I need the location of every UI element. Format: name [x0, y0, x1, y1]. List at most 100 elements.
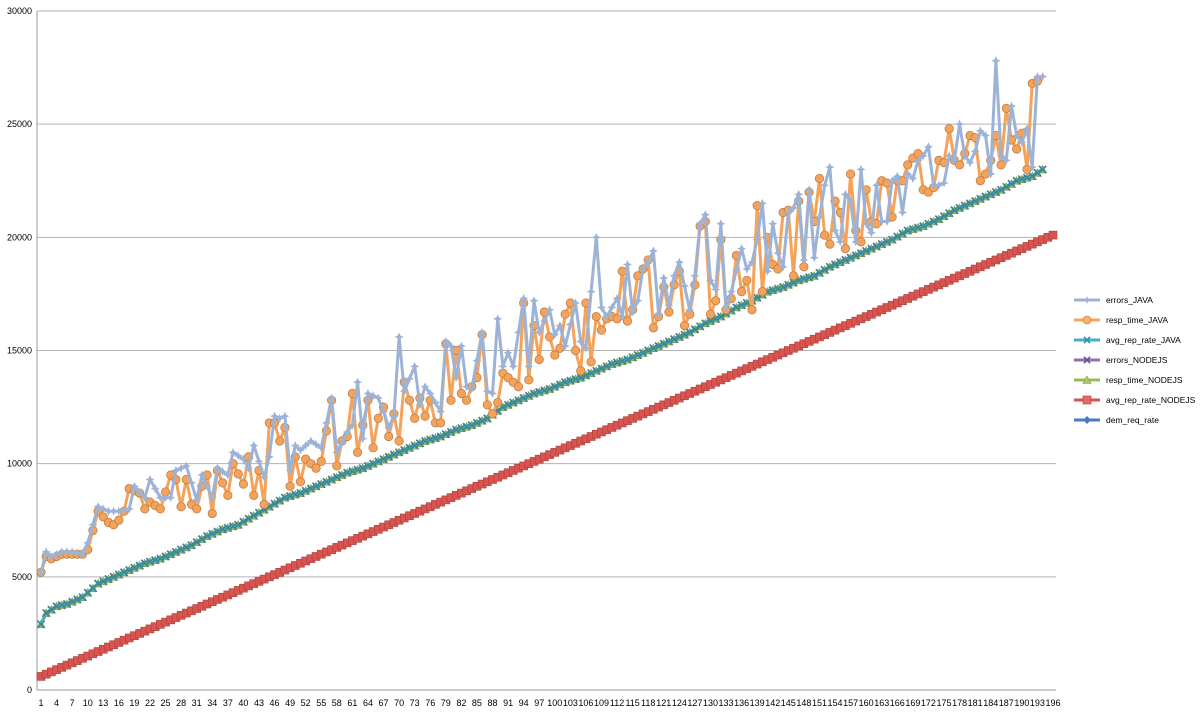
data-point — [103, 506, 113, 516]
data-point — [332, 447, 342, 457]
data-point — [347, 420, 357, 430]
data-point — [596, 325, 607, 335]
data-point — [181, 461, 191, 471]
data-point — [981, 130, 991, 140]
data-point — [238, 479, 248, 489]
data-point — [467, 421, 476, 430]
data-point — [732, 303, 741, 312]
data-point — [295, 445, 305, 455]
data-point — [1033, 168, 1042, 177]
data-point — [1022, 124, 1032, 134]
x-tick-label: 1 — [38, 698, 43, 708]
data-point — [976, 194, 985, 203]
data-point — [519, 293, 529, 303]
legend-swatch-resp-time-java — [1074, 315, 1100, 325]
data-point — [177, 545, 186, 554]
data-point — [737, 301, 746, 310]
data-point — [596, 302, 606, 312]
data-point — [249, 490, 259, 500]
x-tick-label: 172 — [921, 698, 936, 708]
data-point — [88, 520, 98, 530]
data-point — [939, 212, 949, 221]
x-tick-label: 82 — [456, 698, 466, 708]
data-point — [742, 264, 752, 274]
data-point — [404, 395, 415, 405]
x-tick-label: 121 — [656, 698, 671, 708]
data-point — [171, 547, 180, 557]
data-point — [679, 321, 690, 331]
data-point — [643, 257, 653, 267]
data-point — [804, 185, 814, 195]
x-tick-label: 184 — [983, 698, 998, 708]
data-point — [929, 217, 938, 226]
data-point — [877, 240, 886, 249]
data-point — [591, 232, 601, 242]
data-point — [794, 189, 804, 199]
data-point — [550, 382, 559, 391]
data-point — [825, 262, 834, 271]
data-point — [934, 215, 943, 224]
data-point — [638, 264, 648, 274]
legend-swatch-dem-req-rate — [1074, 416, 1100, 424]
data-point — [322, 477, 331, 486]
data-point — [659, 339, 668, 348]
data-point — [358, 434, 368, 444]
data-point — [856, 249, 866, 258]
data-point — [62, 599, 72, 609]
data-point — [363, 389, 373, 399]
data-point — [924, 219, 933, 228]
data-point — [586, 287, 596, 297]
data-point — [461, 395, 472, 405]
data-point — [176, 502, 186, 512]
data-point — [301, 486, 310, 495]
x-tick-label: 151 — [812, 698, 827, 708]
data-point — [155, 493, 165, 503]
data-point — [866, 228, 876, 238]
data-point — [1027, 162, 1037, 172]
data-point — [493, 397, 503, 408]
data-point — [835, 237, 845, 247]
legend-swatch-resp-time-nodejs — [1074, 375, 1100, 384]
data-point — [104, 575, 113, 584]
data-point — [270, 411, 280, 421]
x-tick-label: 67 — [379, 698, 389, 708]
data-point — [368, 443, 378, 453]
data-point — [1002, 182, 1011, 191]
x-tick-label: 4 — [54, 698, 59, 708]
data-point — [352, 447, 363, 457]
data-point — [244, 463, 254, 473]
x-tick-label: 49 — [285, 698, 295, 708]
data-point — [622, 259, 632, 269]
data-point — [550, 350, 560, 360]
data-point — [208, 529, 217, 538]
data-point — [680, 281, 690, 291]
y-tick-label: 20000 — [7, 232, 32, 242]
data-point — [986, 190, 995, 199]
data-point — [342, 427, 352, 437]
data-point — [508, 361, 518, 371]
data-point — [446, 395, 456, 405]
x-tick-label: 61 — [347, 698, 357, 708]
data-point — [135, 487, 145, 497]
x-tick-label: 13 — [98, 698, 108, 708]
series-line — [39, 59, 1043, 573]
data-point — [114, 570, 123, 579]
y-tick-label: 30000 — [7, 6, 32, 16]
data-point — [747, 257, 757, 267]
data-point — [783, 207, 793, 217]
data-point — [705, 309, 716, 319]
data-point — [711, 284, 721, 294]
x-tick-label: 31 — [192, 698, 202, 708]
data-point — [737, 244, 747, 254]
legend-label: avg_rep_rate_NODEJS — [1106, 395, 1196, 405]
y-tick-label: 15000 — [7, 346, 32, 356]
data-point — [223, 470, 233, 480]
data-point — [72, 548, 82, 558]
data-point — [534, 354, 544, 365]
data-point — [482, 386, 492, 396]
x-tick-label: 46 — [270, 698, 280, 708]
data-point — [337, 437, 347, 447]
data-point — [898, 229, 907, 238]
data-point — [311, 482, 321, 491]
